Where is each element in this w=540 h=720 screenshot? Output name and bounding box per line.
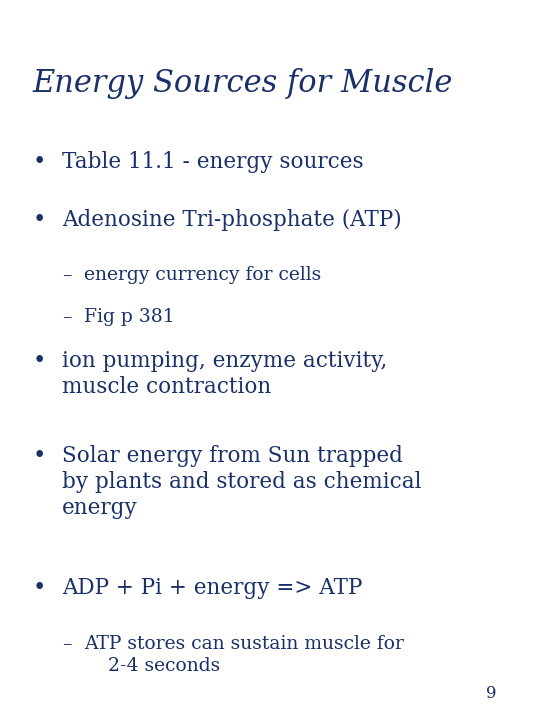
Text: •: •	[32, 445, 46, 467]
Text: •: •	[32, 151, 46, 174]
Text: energy currency for cells: energy currency for cells	[84, 266, 321, 284]
Text: Adenosine Tri-phosphate (ATP): Adenosine Tri-phosphate (ATP)	[62, 209, 402, 231]
Text: 9: 9	[487, 685, 497, 702]
Text: Energy Sources for Muscle: Energy Sources for Muscle	[32, 68, 453, 99]
Text: ion pumping, enzyme activity,
muscle contraction: ion pumping, enzyme activity, muscle con…	[62, 350, 387, 398]
Text: ATP stores can sustain muscle for
    2-4 seconds: ATP stores can sustain muscle for 2-4 se…	[84, 635, 403, 675]
Text: Fig p 381: Fig p 381	[84, 308, 174, 326]
Text: Table 11.1 - energy sources: Table 11.1 - energy sources	[62, 151, 364, 174]
Text: •: •	[32, 577, 46, 600]
Text: •: •	[32, 350, 46, 372]
Text: –: –	[62, 308, 72, 326]
Text: –: –	[62, 266, 72, 284]
Text: –: –	[62, 635, 72, 653]
Text: ADP + Pi + energy => ATP: ADP + Pi + energy => ATP	[62, 577, 362, 600]
Text: Solar energy from Sun trapped
by plants and stored as chemical
energy: Solar energy from Sun trapped by plants …	[62, 445, 422, 519]
Text: •: •	[32, 209, 46, 231]
